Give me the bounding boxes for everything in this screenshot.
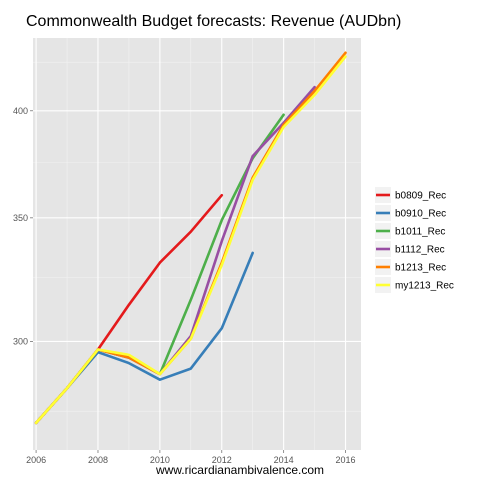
legend: b0809_Rec b0910_Rec b1011_Rec b1112_Rec b121…	[375, 187, 454, 293]
legend-label-b1011_Rec: b1011_Rec	[395, 227, 445, 238]
series-lines	[34, 51, 347, 425]
y-tick-label: 300	[13, 336, 28, 346]
chart-title: Commonwealth Budget forecasts: Revenue (…	[26, 13, 401, 30]
x-tick-label: 2010	[150, 455, 170, 465]
series-line-my1213_Rec	[34, 55, 347, 425]
legend-label-my1213_Rec: my1213_Rec	[395, 281, 454, 292]
legend-label-b0809_Rec: b0809_Rec	[395, 191, 446, 202]
legend-label-b1213_Rec: b1213_Rec	[395, 263, 446, 274]
y-axis-ticks: 300 350 400	[13, 106, 33, 346]
minor-gridlines	[33, 38, 361, 450]
x-tick-label: 2006	[26, 455, 46, 465]
y-tick-label: 400	[13, 106, 28, 116]
legend-label-b1112_Rec: b1112_Rec	[395, 245, 445, 256]
plot-panel	[33, 38, 361, 450]
x-axis-ticks: 2006 2008 2010 2012 2014 2016	[26, 450, 356, 465]
x-axis-label: www.ricardianambivalence.com	[155, 463, 324, 477]
x-tick-label: 2008	[88, 455, 108, 465]
x-tick-label: 2016	[336, 455, 356, 465]
legend-label-b0910_Rec: b0910_Rec	[395, 209, 446, 220]
y-tick-label: 350	[13, 213, 28, 223]
x-tick-label: 2012	[212, 455, 232, 465]
x-tick-label: 2014	[274, 455, 294, 465]
